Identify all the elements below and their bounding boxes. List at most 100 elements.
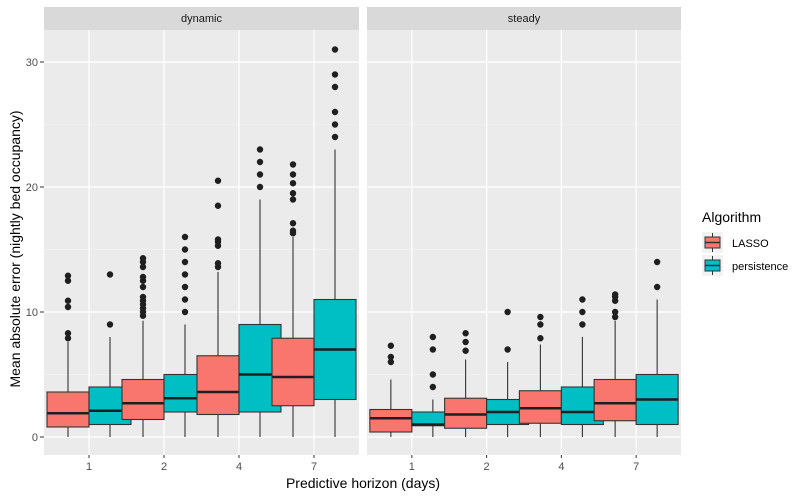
outlier-point [181,296,189,303]
outlier-point [579,321,586,328]
outlier-point [289,190,297,197]
outlier-point [462,330,469,337]
legend-label: persistence [732,261,788,273]
outlier-point [139,263,147,271]
outlier-point [289,227,297,234]
outlier-point [64,303,72,311]
outlier-point [64,335,72,342]
x-tick-label: 2 [484,461,490,473]
outlier-point [387,358,395,366]
outlier-point [256,183,264,191]
outlier-point [139,273,147,281]
outlier-point [139,283,147,291]
y-tick-label: 30 [26,57,38,69]
legend-title: Algorithm [702,209,761,225]
legend-label: LASSO [732,238,769,250]
outlier-point [181,308,189,316]
outlier-point [429,333,437,341]
outlier-point [64,272,72,279]
box-steady-7-LASSO [593,291,637,437]
outlier-point [579,296,586,303]
outlier-point [331,121,339,128]
box-iqr [46,391,90,428]
box-steady-1-persistence [411,333,455,437]
outlier-point [331,71,339,78]
outlier-point [64,277,72,284]
outlier-point [256,158,264,166]
facet-strip-label: steady [508,13,541,25]
x-tick-label: 1 [86,461,92,473]
outlier-point [653,258,661,266]
outlier-point [181,283,189,291]
outlier-point [537,321,544,328]
box-iqr [121,378,165,421]
x-tick-label: 7 [633,461,639,473]
box-dynamic-1-LASSO [46,272,90,437]
box-iqr [271,337,315,407]
outlier-point [429,383,437,391]
facet-panel-dynamic: dynamic 1 2 4 7 [44,7,359,473]
outlier-point [214,236,222,243]
box-steady-7-persistence [635,258,679,437]
outlier-point [139,293,147,301]
outlier-point [462,347,469,354]
outlier-point [462,338,469,346]
outlier-point [611,308,619,316]
outlier-point [537,335,544,342]
outlier-point [214,260,222,267]
x-tick-label: 2 [161,461,167,473]
outlier-point [106,321,114,328]
x-axis-title: Predictive horizon (days) [286,475,440,491]
facet-strip-label: dynamic [181,13,222,25]
box-steady-2-LASSO [444,330,488,437]
outlier-point [181,246,189,253]
legend-key-persistence: persistence [702,255,788,276]
outlier-point [504,308,511,316]
outlier-point [611,291,619,298]
box-iqr [369,408,413,433]
outlier-point [429,346,437,353]
box-iqr [196,355,240,416]
x-tick-label: 4 [558,461,564,473]
outlier-point [579,308,586,316]
box-dynamic-7-persistence [313,46,357,437]
outlier-point [653,283,661,291]
outlier-point [611,313,619,321]
outlier-point [181,271,189,278]
outlier-point [139,255,147,262]
facet-panel-steady: steady 1 2 4 7 [367,7,681,473]
legend-key-LASSO: LASSO [702,232,769,253]
outlier-point [331,83,339,91]
box-dynamic-2-LASSO [121,255,165,437]
x-tick-label: 7 [311,461,317,473]
outlier-point [214,177,222,184]
outlier-point [289,220,297,227]
x-tick-label: 1 [409,461,415,473]
outlier-point [289,180,297,187]
x-tick-label: 4 [236,461,242,473]
outlier-point [331,108,339,116]
y-tick-label: 20 [26,182,38,194]
outlier-point [289,171,297,178]
outlier-point [64,330,72,337]
box-dynamic-4-LASSO [196,177,240,437]
outlier-point [256,146,264,153]
outlier-point [256,171,264,178]
y-tick-label: 10 [26,307,38,319]
facet-strip [367,7,681,30]
y-tick-label: 0 [32,432,38,444]
box-steady-4-LASSO [518,313,562,437]
outlier-point [537,313,544,321]
outlier-point [289,196,297,203]
outlier-point [181,233,189,241]
outlier-point [387,342,395,349]
box-iqr [593,378,637,422]
outlier-point [181,258,189,266]
outlier-point [331,46,339,53]
outlier-point [64,297,72,304]
facet-strip [44,7,359,30]
outlier-point [387,353,395,361]
outlier-point [331,133,339,141]
outlier-point [106,271,114,278]
